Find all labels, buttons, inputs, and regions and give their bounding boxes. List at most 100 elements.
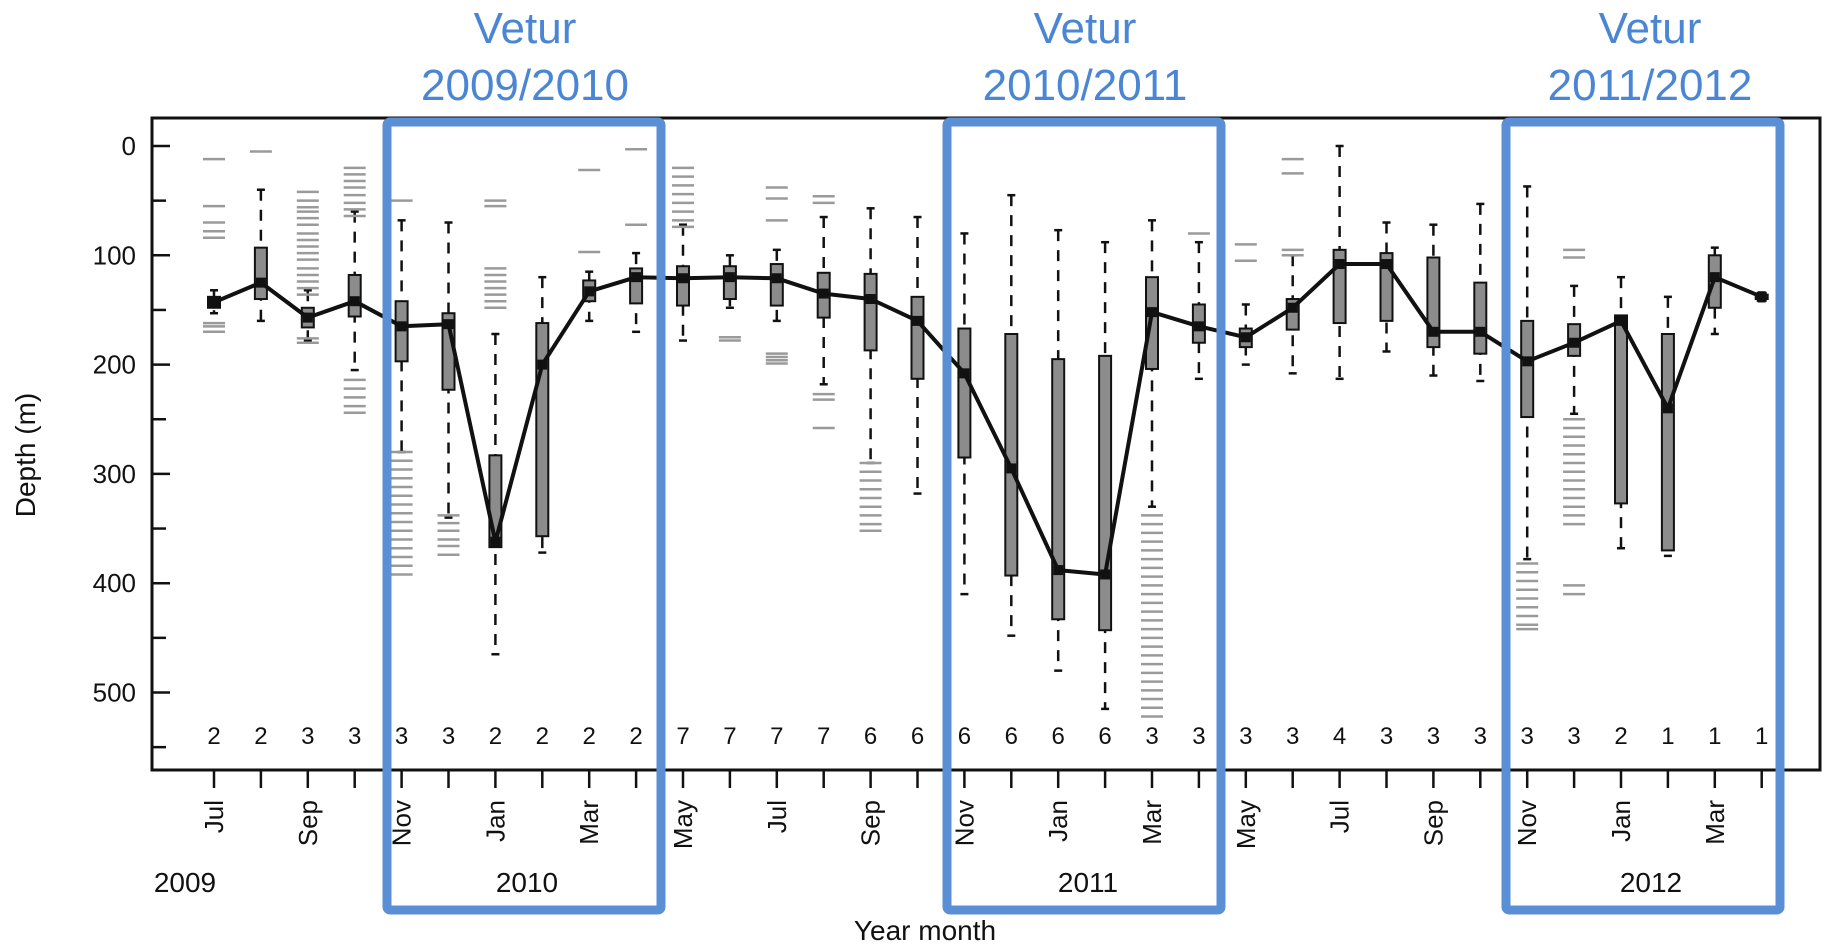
median-point <box>1053 565 1064 576</box>
iqr-box <box>957 327 972 459</box>
sample-count-label: 2 <box>254 723 267 750</box>
sample-count-label: 2 <box>629 723 642 750</box>
sample-count-label: 2 <box>207 723 220 750</box>
y-tick-label: 500 <box>93 678 136 708</box>
median-point <box>1147 307 1157 318</box>
sample-count-label: 6 <box>1098 723 1111 750</box>
sample-count-label: 3 <box>1474 723 1487 750</box>
median-point <box>959 368 970 379</box>
iqr-box <box>1520 319 1535 419</box>
sample-count-label: 6 <box>1052 723 1065 750</box>
x-month-label: Mar <box>1137 800 1167 845</box>
sample-count-label: 3 <box>1192 723 1205 750</box>
sample-count-label: 3 <box>1567 723 1580 750</box>
sample-count-label: 6 <box>1005 723 1018 750</box>
winter-title-3-line2: 2011/2012 <box>1548 61 1753 110</box>
y-tick-label: 400 <box>93 568 136 598</box>
x-month-label: Sep <box>1418 800 1448 846</box>
winter-frame-2010-2011 <box>942 117 1226 915</box>
x-month-label: Nov <box>387 800 417 846</box>
sample-count-label: 3 <box>348 723 361 750</box>
median-point <box>1100 569 1111 580</box>
iqr-box <box>863 272 878 352</box>
sample-count-label: 1 <box>1755 723 1768 750</box>
median-point <box>631 272 642 283</box>
sample-count-label: 3 <box>1380 723 1393 750</box>
sample-count-label: 3 <box>1145 723 1158 750</box>
median-point <box>1616 315 1626 326</box>
sample-count-label: 6 <box>958 723 971 750</box>
y-tick-label: 0 <box>122 131 136 161</box>
sample-count-label: 7 <box>817 723 830 750</box>
median-point <box>537 359 548 370</box>
iqr-box <box>1051 358 1066 621</box>
x-year-label: 2012 <box>1620 867 1682 898</box>
iqr-box <box>1614 314 1628 505</box>
median-point <box>490 536 501 547</box>
counts-layer: 2 2 3 3 3 3 2 2 2 2 7 7 7 7 6 6 6 6 6 6 3 3 3 3 4 3 3 3 3 3 2 1 1 1 <box>207 723 1768 750</box>
median-point <box>818 288 829 299</box>
median-point <box>1662 403 1673 414</box>
median-point <box>865 294 876 305</box>
iqr-box <box>253 246 268 301</box>
x-month-label: Nov <box>1512 800 1542 846</box>
median-series-line <box>213 262 1763 577</box>
sample-count-label: 2 <box>1614 723 1627 750</box>
sample-count-label: 3 <box>1286 723 1299 750</box>
winter-title-2-line2: 2010/2011 <box>983 61 1188 110</box>
x-month-label: Jan <box>1606 800 1636 842</box>
y-tick-label: 200 <box>93 350 136 380</box>
iqr-box <box>1004 332 1019 577</box>
sample-count-label: 1 <box>1708 723 1721 750</box>
median-point <box>1756 291 1767 302</box>
median-point <box>396 321 407 332</box>
x-year-label: 2010 <box>496 867 558 898</box>
iqr-box <box>910 295 925 380</box>
median-point <box>1522 356 1533 367</box>
iqr-box <box>1660 332 1675 552</box>
winter-title-3-line1: Vetur <box>1599 4 1702 53</box>
median-point <box>302 312 313 323</box>
y-tick-label: 100 <box>93 240 136 270</box>
iqr-box <box>1098 354 1113 632</box>
sample-count-label: 3 <box>1521 723 1534 750</box>
median-point <box>1287 302 1298 313</box>
x-month-label: Jul <box>762 800 792 833</box>
boxes-layer <box>203 144 1769 718</box>
x-month-label: May <box>1231 800 1261 849</box>
x-month-label: Nov <box>949 800 979 846</box>
winter-title-2-line1: Vetur <box>1034 4 1137 53</box>
median-point <box>724 272 735 283</box>
x-month-label: Jan <box>1043 800 1073 842</box>
sample-count-label: 3 <box>301 723 314 750</box>
median-point <box>1428 326 1439 337</box>
median-point <box>1334 259 1345 270</box>
median-point <box>209 297 219 308</box>
median-point <box>912 315 923 326</box>
sample-count-label: 3 <box>442 723 455 750</box>
sample-count-label: 2 <box>583 723 596 750</box>
x-year-label: 2011 <box>1058 867 1118 898</box>
iqr-box <box>722 265 737 301</box>
x-axis-title: Year month <box>854 915 996 945</box>
x-month-label: Mar <box>574 800 604 845</box>
sample-count-label: 6 <box>911 723 924 750</box>
median-point <box>1381 259 1392 270</box>
x-month-label: Sep <box>293 800 323 846</box>
median-point <box>678 273 688 284</box>
winter-frame-2011-2012 <box>1501 117 1785 915</box>
winter-title-1-line2: 2009/2010 <box>421 61 629 110</box>
median-point <box>255 277 266 288</box>
x-month-label: Jul <box>1325 800 1355 833</box>
sample-count-label: 3 <box>1427 723 1440 750</box>
median-point <box>1006 463 1017 474</box>
sample-count-label: 3 <box>1239 723 1252 750</box>
y-tick-label: 300 <box>93 459 136 489</box>
median-point <box>1569 337 1580 348</box>
sample-count-label: 4 <box>1333 723 1346 750</box>
median-point <box>1240 332 1251 343</box>
y-axis-title: Depth (m) <box>10 393 41 517</box>
x-month-label: Mar <box>1700 800 1730 845</box>
iqr-box <box>769 263 784 307</box>
